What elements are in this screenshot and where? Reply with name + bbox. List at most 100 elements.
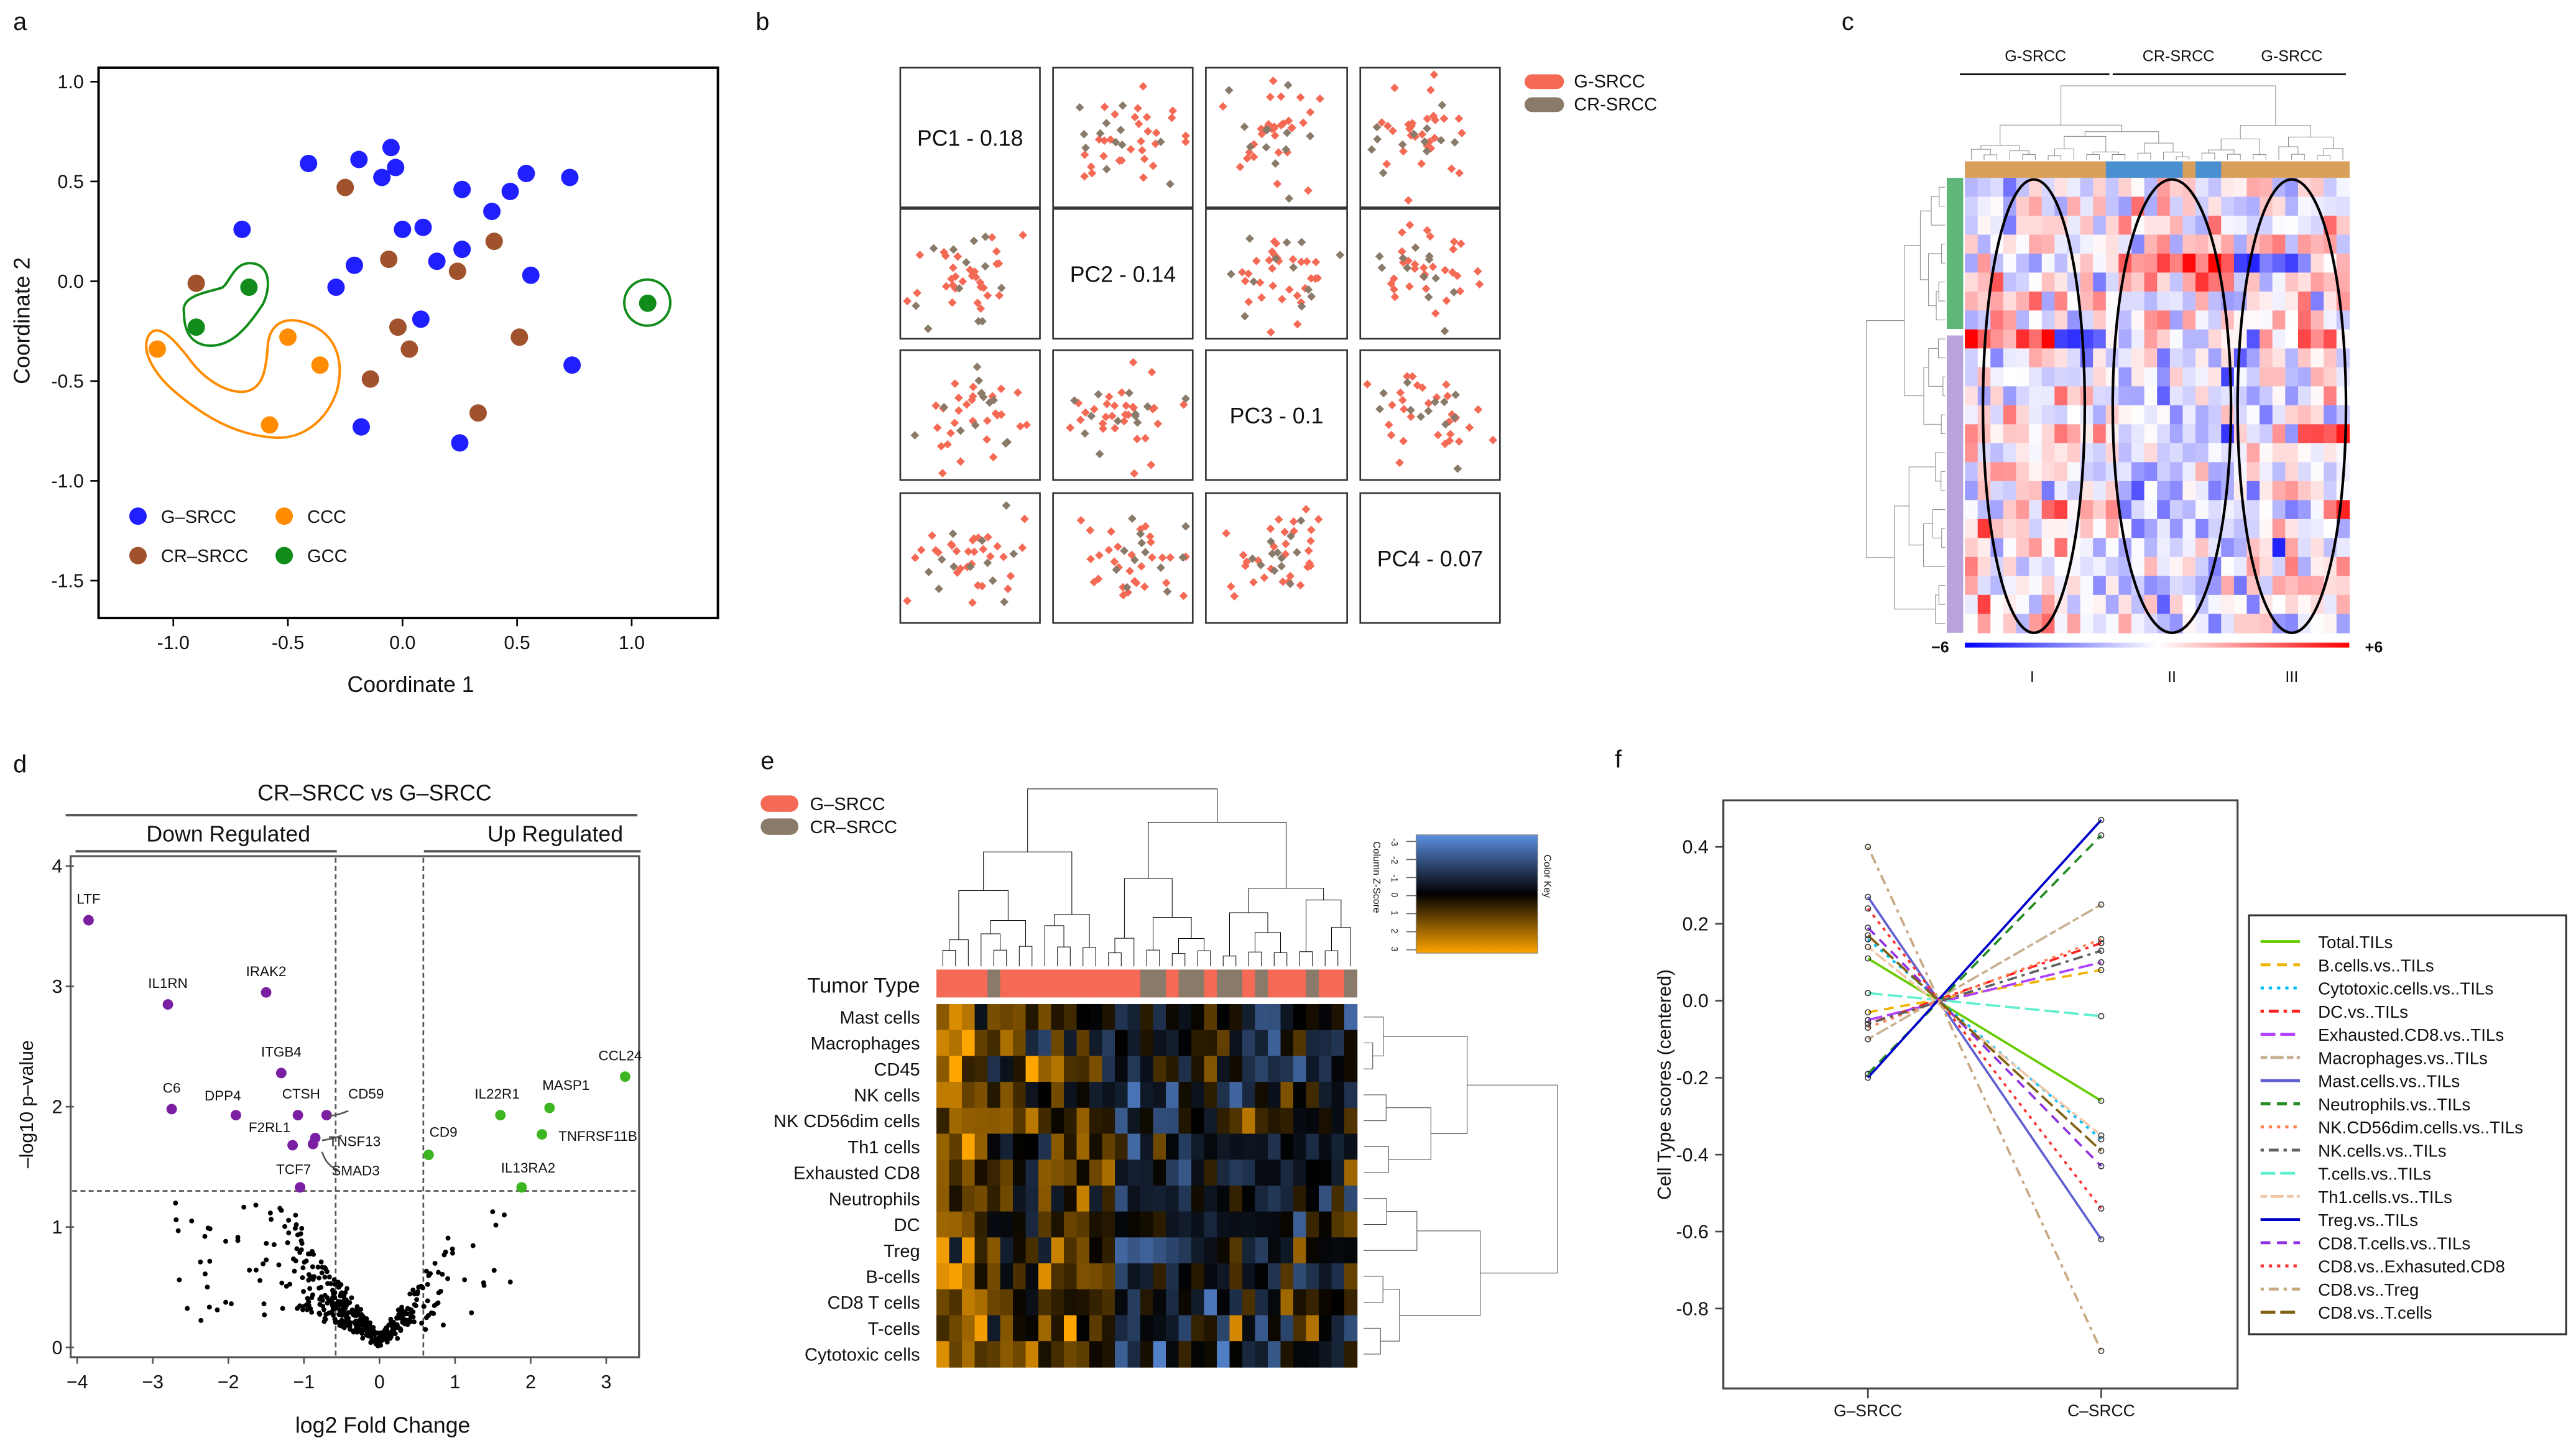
heatmap-cell bbox=[2311, 405, 2324, 425]
data-point bbox=[1120, 546, 1129, 555]
heatmap-cell bbox=[1102, 1056, 1115, 1082]
data-point bbox=[639, 294, 657, 312]
heatmap-cell bbox=[936, 1185, 950, 1212]
heatmap-cell bbox=[1166, 1056, 1180, 1082]
annotation-arrow bbox=[321, 1135, 343, 1141]
heatmap-cell bbox=[987, 1082, 1001, 1109]
heatmap-cell bbox=[2105, 291, 2120, 311]
heatmap-cell bbox=[1178, 1082, 1192, 1109]
data-point bbox=[428, 252, 446, 270]
column-dendrogram-branch bbox=[2085, 132, 2159, 143]
data-point bbox=[950, 418, 959, 428]
heatmap-cell bbox=[1038, 1003, 1052, 1031]
data-point bbox=[954, 393, 963, 402]
heatmap-cell bbox=[1267, 1030, 1281, 1057]
legend-label: CR–SRCC bbox=[810, 818, 897, 837]
data-point bbox=[1133, 418, 1142, 427]
heatmap-cell bbox=[1000, 1263, 1013, 1290]
heatmap-cell bbox=[2285, 348, 2299, 368]
heatmap-cell bbox=[1153, 1185, 1166, 1212]
heatmap-cell bbox=[1331, 1263, 1345, 1290]
gene-point bbox=[202, 1271, 208, 1277]
heatmap-cell bbox=[1306, 1159, 1319, 1186]
heatmap-cell bbox=[987, 1289, 1001, 1316]
tumor-type-cell bbox=[1242, 969, 1256, 998]
series-point bbox=[2098, 1347, 2105, 1354]
heatmap-cell bbox=[1242, 1185, 1256, 1212]
heatmap-cell bbox=[1013, 1289, 1027, 1316]
column-dendrogram-branch bbox=[1971, 149, 1990, 160]
heatmap-cell bbox=[2246, 310, 2260, 330]
heatmap-cell bbox=[1178, 1107, 1192, 1135]
legend-label: G–SRCC bbox=[161, 507, 236, 527]
color-key-tick-label: 1 bbox=[1389, 910, 1399, 915]
gene-label: CD59 bbox=[348, 1086, 384, 1102]
heatmap-cell bbox=[1990, 424, 2004, 444]
heatmap-cell bbox=[1000, 1056, 1013, 1082]
heatmap-cell bbox=[1038, 1159, 1052, 1186]
column-annotation-cell bbox=[2169, 161, 2183, 178]
significant-gene-point bbox=[537, 1129, 548, 1140]
column-annotation-cell bbox=[2054, 161, 2068, 178]
series-point bbox=[1865, 955, 1872, 962]
heatmap-cell bbox=[2233, 386, 2248, 406]
gene-point bbox=[390, 1326, 396, 1331]
heatmap-cell bbox=[1013, 1185, 1027, 1212]
heatmap-cell bbox=[1153, 1315, 1166, 1342]
data-point bbox=[361, 370, 379, 388]
heatmap-cell bbox=[1025, 1315, 1039, 1342]
heatmap-cell bbox=[1318, 1030, 1332, 1057]
data-point bbox=[187, 274, 205, 292]
heatmap-cell bbox=[1318, 1133, 1332, 1161]
heatmap-cell bbox=[1977, 405, 1992, 425]
heatmap-cell bbox=[1965, 481, 1978, 501]
heatmap-cell bbox=[2080, 614, 2094, 634]
data-point bbox=[1267, 565, 1276, 573]
heatmap-cell bbox=[2260, 348, 2273, 368]
heatmap-cell bbox=[2272, 576, 2286, 596]
heatmap-cell bbox=[2080, 234, 2094, 254]
heatmap-cell bbox=[2093, 500, 2107, 520]
heatmap-cell bbox=[2003, 556, 2017, 577]
data-point bbox=[1252, 256, 1261, 265]
column-annotation-cell bbox=[2016, 161, 2029, 178]
heatmap-cell bbox=[936, 1315, 950, 1342]
heatmap-cell bbox=[1306, 1003, 1319, 1031]
pair-cell bbox=[1359, 492, 1501, 624]
data-point bbox=[1429, 70, 1439, 79]
column-dendrogram-branch bbox=[1198, 951, 1210, 966]
heatmap-cell bbox=[2105, 519, 2120, 539]
data-point bbox=[968, 598, 977, 607]
data-point bbox=[1454, 437, 1464, 446]
heatmap-cell bbox=[2221, 272, 2235, 292]
heatmap-cell bbox=[2054, 481, 2068, 501]
heatmap-cell bbox=[2080, 519, 2094, 539]
gene-label: TNSF13 bbox=[329, 1134, 381, 1150]
heatmap-cell bbox=[2016, 348, 2029, 368]
heatmap-cell bbox=[2182, 253, 2196, 274]
heatmap-cell bbox=[2285, 500, 2299, 520]
diagonal-label: PC2 - 0.14 bbox=[1070, 262, 1176, 287]
data-point bbox=[1100, 103, 1109, 111]
data-point bbox=[1249, 277, 1258, 286]
tumor-type-cell bbox=[1267, 969, 1281, 998]
heatmap-cell bbox=[1331, 1341, 1345, 1368]
tumor-type-cell bbox=[1038, 969, 1052, 998]
heatmap-cell bbox=[2285, 576, 2299, 596]
data-point bbox=[1246, 142, 1255, 152]
heatmap-cell bbox=[2246, 594, 2260, 615]
heatmap-cell bbox=[2157, 272, 2171, 292]
heatmap-cell bbox=[2041, 556, 2056, 577]
legend-label: CD8.vs..Treg bbox=[2318, 1280, 2419, 1299]
heatmap-cell bbox=[2157, 556, 2171, 577]
heatmap-cell bbox=[2285, 272, 2299, 292]
data-point bbox=[931, 546, 940, 555]
gene-point bbox=[330, 1303, 335, 1309]
column-dendrogram-branch bbox=[1019, 946, 1032, 966]
heatmap-cell bbox=[1025, 1211, 1039, 1238]
heatmap-cell bbox=[2208, 291, 2222, 311]
y-tick-label: -0.4 bbox=[1676, 1145, 1709, 1166]
data-point bbox=[1440, 326, 1449, 336]
heatmap-cell bbox=[2054, 594, 2068, 615]
